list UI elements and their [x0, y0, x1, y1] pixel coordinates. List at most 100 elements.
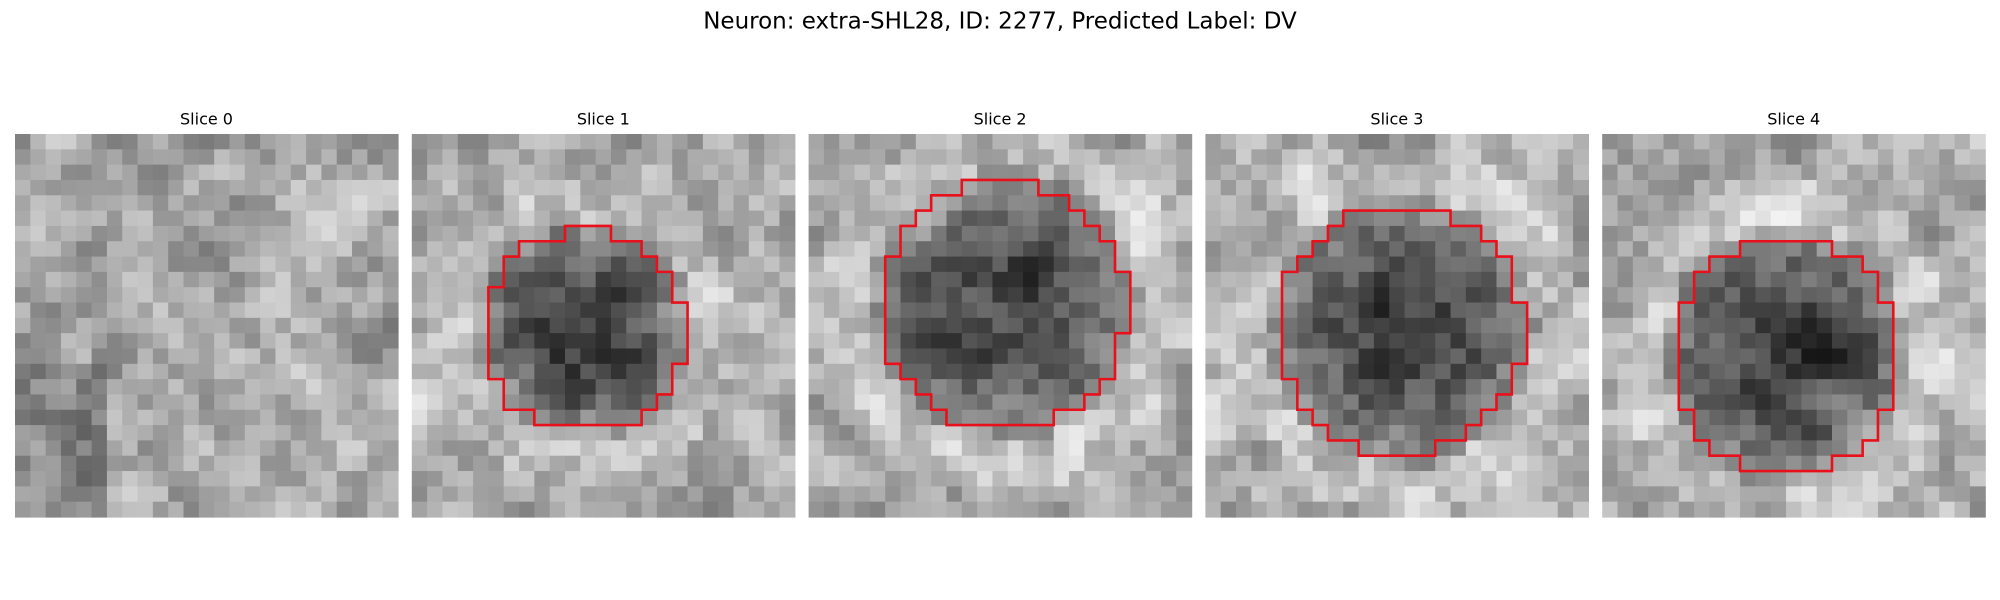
pixel	[442, 440, 459, 457]
pixel	[1389, 134, 1406, 150]
pixel	[1755, 134, 1772, 150]
pixel	[869, 455, 886, 472]
pixel	[702, 425, 719, 441]
pixel	[290, 287, 307, 304]
pixel	[1770, 333, 1787, 350]
pixel	[1007, 241, 1024, 258]
pixel	[352, 333, 368, 350]
pixel	[1678, 471, 1695, 487]
pixel	[290, 195, 307, 212]
pixel	[1877, 348, 1894, 365]
pixel	[91, 302, 108, 319]
pixel	[748, 394, 765, 411]
pixel	[1557, 256, 1574, 273]
pixel	[580, 455, 597, 472]
pixel	[1481, 164, 1498, 181]
pixel	[1908, 134, 1925, 150]
pixel	[1282, 149, 1298, 166]
pixel	[1923, 501, 1940, 518]
pixel	[1450, 348, 1467, 365]
pixel	[900, 317, 917, 334]
pixel	[367, 287, 384, 304]
pixel	[992, 302, 1009, 319]
pixel	[229, 425, 246, 441]
pixel	[1816, 455, 1833, 472]
pixel	[595, 256, 612, 273]
pixel	[290, 409, 307, 426]
pixel	[1220, 195, 1237, 212]
pixel	[1557, 271, 1574, 288]
pixel	[1373, 501, 1390, 518]
pixel	[1755, 317, 1772, 334]
pixel	[229, 409, 246, 426]
pixel	[1786, 333, 1802, 350]
pixel	[1205, 409, 1222, 426]
pixel	[595, 287, 612, 304]
pixel	[702, 287, 719, 304]
pixel	[1602, 333, 1619, 350]
pixel	[367, 210, 384, 227]
pixel	[1465, 379, 1482, 396]
pixel	[549, 394, 566, 411]
pixel	[45, 149, 62, 166]
pixel	[122, 317, 139, 334]
pixel	[183, 302, 200, 319]
pixel	[1816, 287, 1833, 304]
pixel	[1496, 179, 1513, 196]
pixel	[764, 333, 781, 350]
pixel	[1481, 271, 1498, 288]
pixel	[1709, 317, 1726, 334]
pixel	[91, 241, 108, 258]
pixel	[1115, 379, 1131, 396]
pixel	[1847, 287, 1864, 304]
pixel	[1678, 256, 1695, 273]
pixel	[961, 164, 978, 181]
pixel	[1617, 440, 1634, 457]
pixel	[168, 134, 185, 150]
pixel	[702, 164, 719, 181]
pixel	[931, 348, 948, 365]
pixel	[1130, 256, 1147, 273]
pixel	[1511, 195, 1528, 212]
pixel	[1007, 486, 1024, 503]
pixel	[1023, 225, 1039, 242]
pixel	[1770, 287, 1787, 304]
pixel	[382, 287, 399, 304]
pixel	[626, 348, 643, 365]
pixel	[76, 164, 93, 181]
pixel	[549, 302, 566, 319]
pixel	[1099, 379, 1116, 396]
pixel	[91, 363, 108, 380]
pixel	[1648, 317, 1665, 334]
pixel	[411, 363, 428, 380]
pixel	[1755, 271, 1772, 288]
pixel	[1542, 241, 1559, 258]
slice-image	[15, 134, 399, 518]
pixel	[1435, 394, 1452, 411]
pixel	[992, 440, 1009, 457]
pixel	[748, 471, 765, 487]
pixel	[641, 379, 658, 396]
pixel	[1312, 348, 1329, 365]
pixel	[610, 271, 627, 288]
pixel	[1176, 149, 1193, 166]
pixel	[1709, 287, 1726, 304]
pixel	[672, 348, 689, 365]
pixel	[1007, 333, 1024, 350]
pixel	[1023, 333, 1039, 350]
pixel	[1877, 333, 1894, 350]
pixel	[336, 363, 353, 380]
pixel	[260, 348, 277, 365]
pixel	[885, 455, 902, 472]
pixel	[1908, 425, 1925, 441]
pixel	[687, 333, 704, 350]
pixel	[626, 409, 643, 426]
pixel	[1404, 195, 1421, 212]
pixel	[1678, 287, 1695, 304]
pixel	[1816, 471, 1833, 487]
pixel	[764, 409, 781, 426]
pixel	[1450, 440, 1467, 457]
pixel	[488, 425, 505, 441]
pixel	[1663, 471, 1680, 487]
pixel	[519, 486, 535, 503]
